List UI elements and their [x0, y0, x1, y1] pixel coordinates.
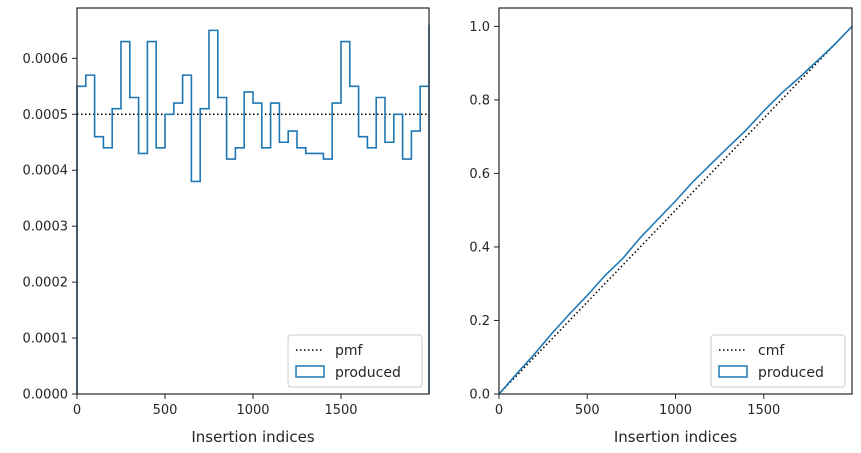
y-tick-label: 0.0000	[23, 388, 69, 403]
legend-label-produced: produced	[335, 365, 401, 381]
y-tick-label: 0.0003	[23, 220, 69, 235]
x-tick-label: 500	[575, 403, 600, 418]
x-axis-label: Insertion indices	[191, 428, 314, 446]
pmf-panel: 0 500 1000 1500 0.0000 0.0001 0.0002 0.0003 0.00…	[23, 7, 430, 446]
y-tick-label: 0.2	[469, 314, 490, 329]
y-tick-label: 0.8	[469, 93, 490, 108]
y-tick-label: 0.0002	[23, 276, 69, 291]
x-tick-label: 1500	[747, 403, 780, 418]
y-tick-label: 1.0	[469, 20, 490, 35]
y-tick-label: 0.0004	[23, 164, 69, 179]
legend-box	[710, 334, 846, 388]
x-tick-label: 1500	[324, 403, 357, 418]
legend-label-produced: produced	[758, 365, 824, 381]
legend-label-pmf: pmf	[335, 343, 364, 359]
series-produced-line	[76, 24, 430, 394]
legend-swatch-produced	[718, 365, 748, 378]
cmf-panel: 0 500 1000 1500 0.0 0.2 0.4 0.6 0.8 1.0 Insertion …	[469, 7, 853, 446]
series-produced-line	[498, 25, 853, 395]
y-tick-label: 0.4	[469, 240, 490, 255]
x-tick-label: 0	[495, 403, 503, 418]
legend-box	[287, 334, 423, 388]
x-tick-label: 1000	[659, 403, 692, 418]
y-tick-label: 0.0005	[23, 108, 69, 123]
x-tick-label: 0	[73, 403, 81, 418]
y-tick-label: 0.6	[469, 167, 490, 182]
x-tick-label: 1000	[236, 403, 269, 418]
y-tick-label: 0.0001	[23, 332, 69, 347]
x-tick-label: 500	[153, 403, 178, 418]
legend-label-cmf: cmf	[758, 343, 785, 359]
legend-swatch-produced	[295, 365, 325, 378]
reference-line-cmf	[498, 25, 853, 395]
y-tick-label: 0.0006	[23, 52, 69, 67]
x-axis-label: Insertion indices	[614, 428, 737, 446]
y-tick-label: 0.0	[469, 388, 490, 403]
